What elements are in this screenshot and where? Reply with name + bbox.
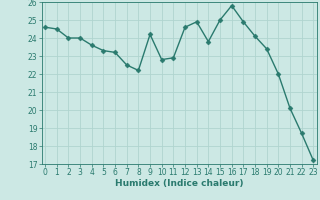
X-axis label: Humidex (Indice chaleur): Humidex (Indice chaleur) [115, 179, 244, 188]
